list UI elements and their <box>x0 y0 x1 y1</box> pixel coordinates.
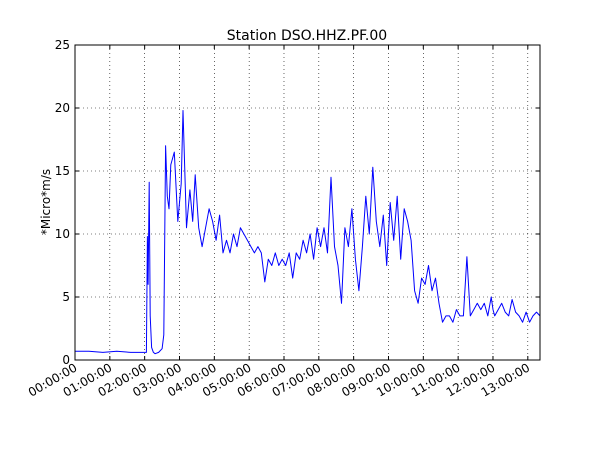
y-tick-label: 0 <box>62 353 70 367</box>
y-tick-label: 10 <box>55 227 70 241</box>
y-tick-label: 5 <box>62 290 70 304</box>
y-tick-label: 20 <box>55 101 70 115</box>
series-line <box>75 110 541 355</box>
y-tick-label: 15 <box>55 164 70 178</box>
y-tick-label: 25 <box>55 38 70 52</box>
chart-title: Station DSO.HHZ.PF.00 <box>227 28 387 44</box>
data-series <box>75 110 541 355</box>
plot-frame <box>74 44 541 361</box>
x-axis-ticks: 00:00:0001:00:0002:00:0003:00:0004:00:00… <box>26 45 532 400</box>
y-axis-ticks: 0 5 10 15 20 25 <box>55 38 540 367</box>
y-axis-label: *Micro*m/s <box>39 169 53 235</box>
